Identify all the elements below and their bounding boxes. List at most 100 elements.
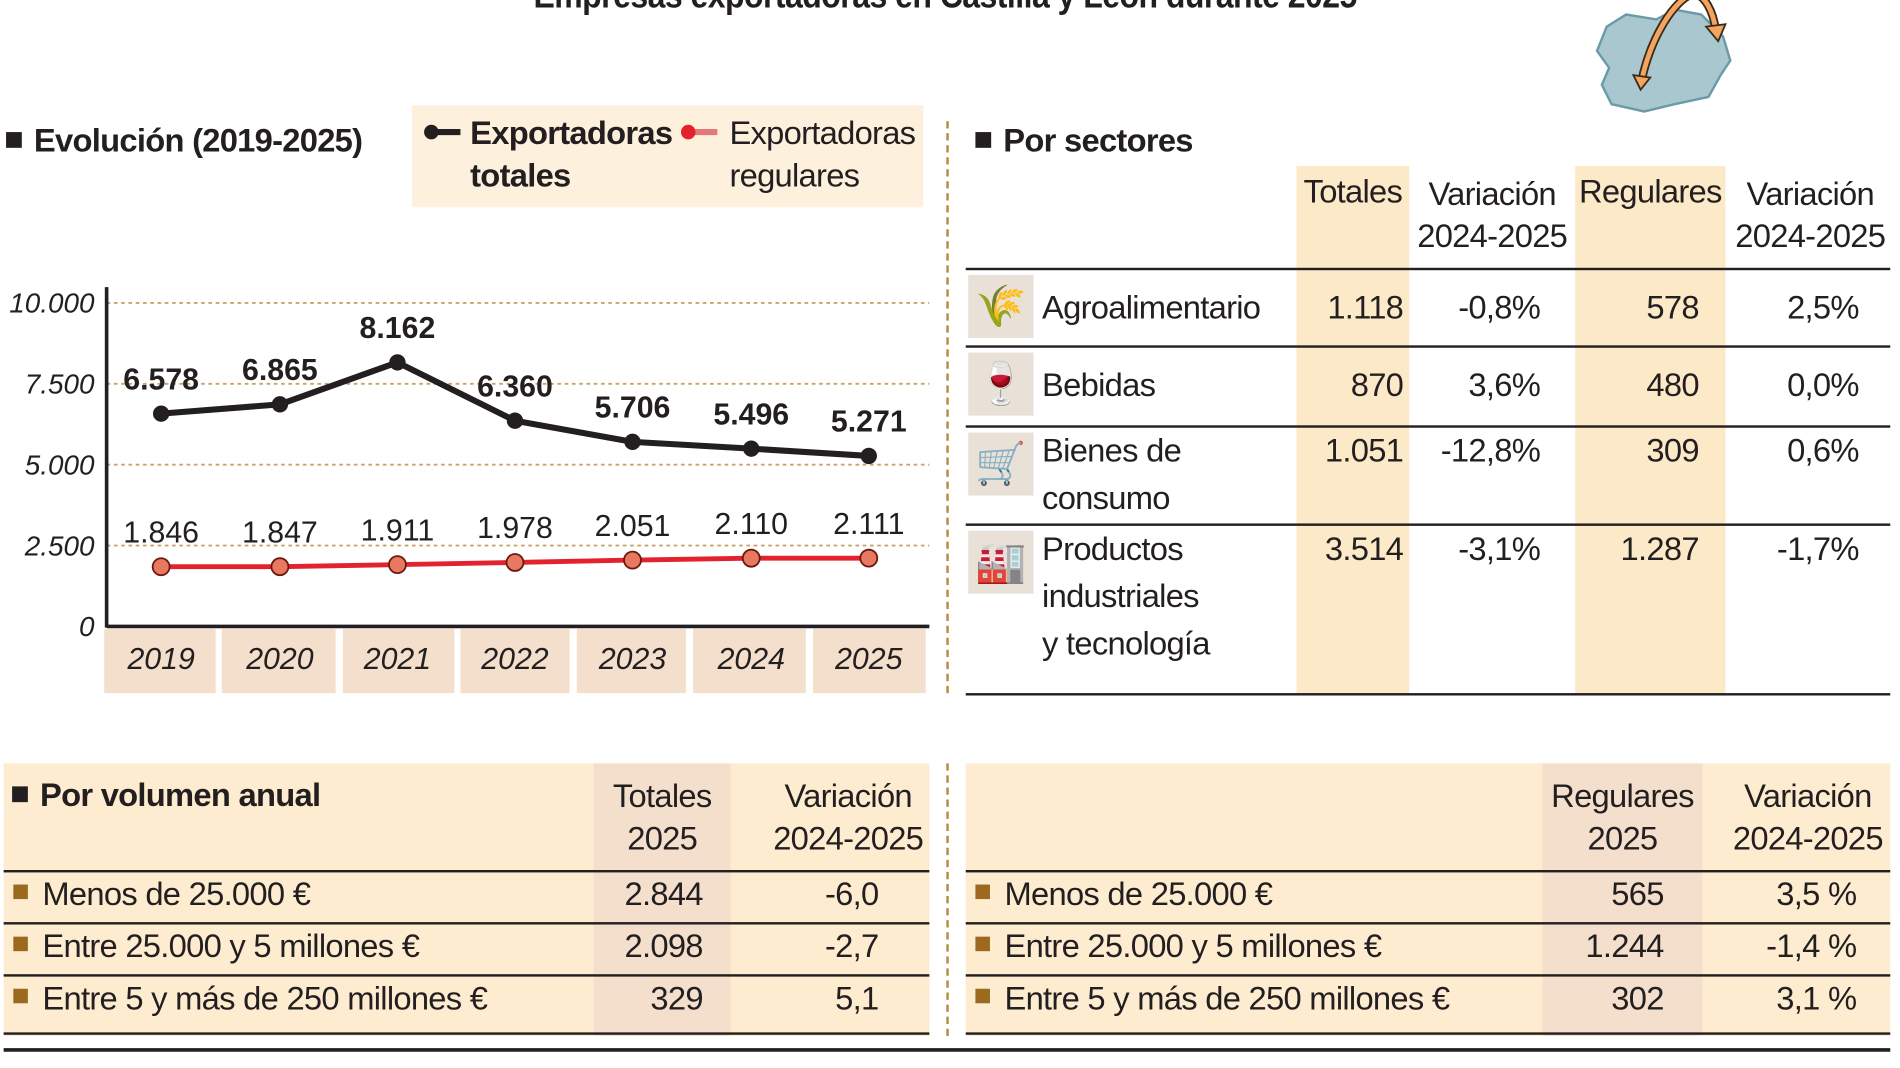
main-title: Empresas exportadoras en Castilla y León… — [380, 0, 1510, 17]
data-point — [860, 447, 877, 465]
data-label: 6.360 — [477, 370, 553, 403]
legend-label-totales: Exportadoras totales — [470, 115, 673, 194]
data-label: 2.051 — [595, 510, 671, 543]
wine-glass-icon: 🍷 — [968, 352, 1034, 416]
sector-totales-value: 1.051 — [1324, 432, 1404, 469]
y-tick-label: 0 — [79, 611, 95, 642]
y-tick-label: 7.500 — [25, 368, 95, 399]
sector-name: Productos industriales y tecnología — [1042, 530, 1210, 662]
data-label: 1.846 — [123, 516, 199, 549]
section-divider — [946, 121, 949, 694]
sector-var2-value: -1,7% — [1776, 530, 1860, 568]
row-divider — [3, 870, 930, 873]
x-category-band — [693, 628, 806, 694]
x-category-band — [221, 628, 336, 694]
header-variacion-2: Variación 2024-2025 — [1735, 175, 1886, 255]
volume-count: 565 — [1611, 876, 1664, 913]
sector-var2-value: 0,6% — [1787, 432, 1859, 469]
right-header-variacion: Variación 2024-2025 — [1732, 777, 1884, 857]
volume-count: 2.844 — [624, 876, 704, 913]
row-divider — [965, 345, 1891, 348]
data-point — [623, 550, 642, 570]
legend-marker-regulares-icon — [680, 124, 718, 140]
volume-variation: 3,5 % — [1776, 876, 1857, 913]
sector-var2-value: 0,0% — [1787, 367, 1859, 404]
data-point — [271, 396, 289, 413]
row-divider — [965, 1032, 1891, 1035]
row-divider — [965, 267, 1891, 271]
data-point — [388, 555, 407, 575]
x-category-band — [813, 628, 926, 694]
x-category-band — [576, 628, 686, 694]
bullet-square-icon — [975, 988, 990, 1004]
volume-variation: 3,1 % — [1776, 980, 1857, 1017]
x-tick-label: 2025 — [834, 643, 903, 676]
sector-name: Agroalimentario — [1042, 289, 1261, 326]
bottom-rule — [3, 1048, 1891, 1052]
row-divider — [965, 693, 1891, 696]
data-point — [743, 440, 760, 457]
bullet-square-icon — [6, 132, 22, 148]
volumen-panel-left — [3, 763, 930, 1037]
sector-var2-value: 2,5% — [1787, 289, 1859, 326]
x-category-band — [342, 628, 455, 694]
row-divider — [3, 1032, 930, 1035]
volume-row-label: Entre 5 y más de 250 millones € — [975, 980, 1450, 1018]
data-point — [506, 412, 524, 429]
bullet-square-icon — [13, 884, 28, 900]
x-tick-label: 2019 — [126, 643, 195, 676]
volumen-divider — [946, 763, 949, 1037]
x-tick-label: 2020 — [245, 643, 314, 676]
volume-variation: 5,1 — [835, 980, 879, 1017]
legend-label-regulares: Exportadoras regulares — [729, 115, 916, 194]
sector-var1-value: -0,8% — [1458, 289, 1541, 326]
volume-row-label: Entre 25.000 y 5 millones € — [975, 928, 1382, 966]
evolucion-heading-text: Evolución (2019-2025) — [33, 122, 363, 159]
volume-count: 329 — [650, 980, 703, 1017]
row-divider — [965, 425, 1891, 428]
bullet-square-icon — [975, 936, 990, 952]
row-divider — [3, 922, 930, 925]
volumen-heading: Por volumen anual — [12, 777, 321, 815]
volume-row-label: Menos de 25.000 € — [975, 876, 1273, 914]
row-divider — [965, 870, 1891, 873]
right-regulares-column-shade — [1542, 763, 1703, 1037]
bullet-square-icon — [12, 786, 28, 803]
row-divider — [965, 922, 1891, 925]
sector-var1-value: 3,6% — [1468, 367, 1541, 404]
data-point — [270, 557, 290, 577]
legend-marker-totales-icon — [424, 124, 461, 140]
line-chart: 0 2.500 5.000 7.500 10.000 2019 2020 2021 2022 20… — [9, 287, 930, 694]
x-tick-label: 2023 — [598, 643, 667, 676]
totales-column-highlight — [1296, 166, 1410, 694]
header-regulares: Regulares — [1579, 173, 1722, 210]
y-tick-label: 5.000 — [25, 449, 95, 480]
data-label: 5.496 — [713, 398, 789, 431]
volume-variation: -1,4 % — [1766, 928, 1857, 965]
data-point — [389, 354, 406, 371]
castilla-leon-map-icon — [1595, 0, 1732, 113]
sector-totales-value: 1.118 — [1327, 289, 1404, 326]
row-divider — [3, 974, 930, 977]
left-header-variacion: Variación 2024-2025 — [773, 777, 924, 857]
sector-regulares-value: 309 — [1646, 432, 1699, 469]
data-point — [741, 548, 761, 568]
volume-row-label: Menos de 25.000 € — [13, 876, 311, 914]
sector-var1-value: -12,8% — [1440, 432, 1541, 469]
x-tick-label: 2021 — [363, 643, 431, 676]
chart-legend: Exportadoras totales Exportadoras regulare… — [411, 105, 924, 208]
x-category-band — [104, 628, 216, 694]
volume-count: 302 — [1611, 980, 1664, 1017]
sector-name: Bienes de consumo — [1042, 432, 1182, 517]
data-label: 6.578 — [123, 363, 199, 396]
bullet-square-icon — [13, 988, 28, 1004]
data-label: 8.162 — [360, 312, 436, 345]
row-divider — [965, 974, 1891, 977]
bullet-square-icon — [13, 936, 28, 952]
data-label: 6.865 — [242, 354, 318, 387]
sector-var1-value: -3,1% — [1458, 530, 1541, 568]
x-tick-label: 2022 — [480, 643, 549, 676]
volumen-panel-right — [965, 763, 1891, 1037]
header-totales: Totales — [1303, 173, 1403, 210]
